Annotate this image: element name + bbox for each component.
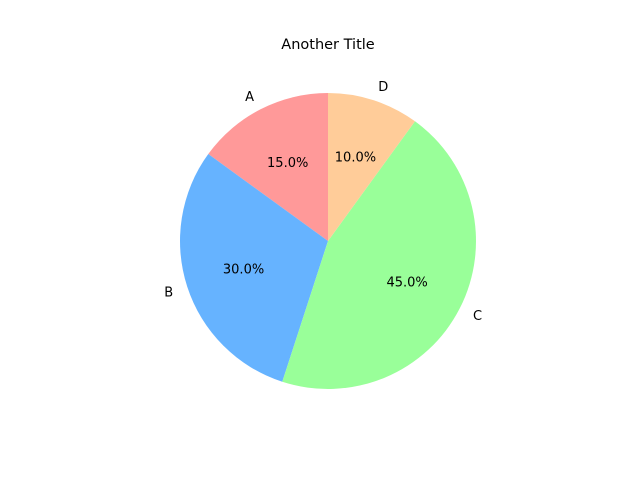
slice-label-d: D	[378, 80, 388, 95]
pie-slices	[180, 93, 476, 389]
percent-label-b: 30.0%	[223, 262, 264, 277]
slice-label-b: B	[164, 285, 173, 300]
percent-label-c: 45.0%	[386, 275, 427, 290]
pie-slice-b	[180, 154, 328, 382]
slice-label-a: A	[245, 90, 254, 105]
pie-slice-a	[208, 93, 328, 241]
pie-slice-c	[282, 121, 476, 389]
pie-labels: A 15.0% B 30.0% C 45.0% D 10.0%	[164, 80, 482, 324]
pie-slice-d	[328, 93, 415, 241]
slice-label-c: C	[473, 309, 482, 324]
percent-label-a: 15.0%	[267, 156, 308, 171]
percent-label-d: 10.0%	[335, 151, 376, 166]
chart-title: Another Title	[281, 37, 375, 53]
